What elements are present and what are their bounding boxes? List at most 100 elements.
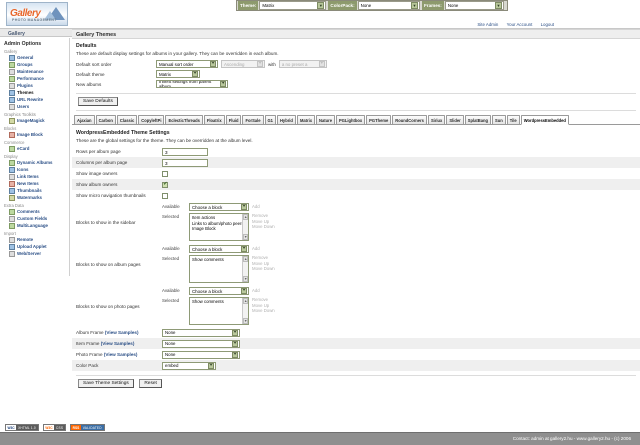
list-item[interactable]: Show comments [192, 257, 224, 262]
blocks-album-selected-list[interactable]: Show comments ▲ ▼ [189, 255, 249, 283]
sidebar-item-image-block[interactable]: Image Block [3, 131, 66, 138]
blocks-photo-add-link[interactable]: Add [252, 288, 260, 293]
sidebar-item-remote[interactable]: Remote [3, 236, 66, 243]
tab-carbon[interactable]: Carbon [95, 115, 116, 124]
theme-select[interactable]: Matrix ▼ [259, 1, 327, 10]
album-frame-view-samples-link[interactable]: (View Samples) [104, 330, 139, 335]
tab-wordpressembedded[interactable]: WordpressEmbedded [520, 115, 569, 125]
your-account-link[interactable]: Your Account [506, 22, 533, 27]
blocks-album-available-select[interactable]: Choose a block ▼ [189, 245, 249, 253]
photo-frame-view-samples-link[interactable]: (View Samples) [103, 352, 138, 357]
blocks-sidebar-add-link[interactable]: Add [252, 204, 260, 209]
remove-link[interactable]: Remove [252, 255, 269, 260]
scrollbar[interactable]: ▲ ▼ [242, 214, 248, 240]
show-micro-nav-checkbox[interactable] [162, 192, 168, 199]
move-down-link[interactable]: Move Down [252, 308, 275, 313]
remove-link[interactable]: Remove [252, 213, 269, 218]
scrollbar[interactable]: ▲ ▼ [242, 256, 248, 282]
colorpack-select[interactable]: None ▼ [357, 1, 420, 10]
sidebar-item-plugins[interactable]: Plugins [3, 82, 66, 89]
sidebar-item-comments[interactable]: Comments [3, 208, 66, 215]
save-defaults-button[interactable]: Save Defaults [78, 97, 118, 106]
sidebar-item-imagemagick[interactable]: ImageMagick [3, 117, 66, 124]
move-down-link[interactable]: Move Down [252, 224, 275, 229]
move-up-link[interactable]: Move Up [252, 260, 270, 266]
sidebar-item-groups[interactable]: Groups [3, 61, 66, 68]
scrollbar[interactable]: ▲ ▼ [242, 298, 248, 324]
tab-floatrix[interactable]: Floatrix [203, 115, 225, 124]
color-pack-select[interactable]: embed ▼ [162, 361, 216, 370]
photo-frame-select[interactable]: None ▼ [162, 350, 240, 359]
sidebar-item-themes[interactable]: Themes [3, 89, 66, 96]
sidebar-item-url-rewrite[interactable]: URL Rewrite [3, 96, 66, 103]
rows-per-album-input[interactable]: 3 [162, 147, 208, 156]
sidebar-item-thumbnails[interactable]: Thumbnails [3, 187, 66, 194]
reset-button[interactable]: Reset [139, 379, 162, 388]
sidebar-item-ecard[interactable]: eCard [3, 145, 66, 152]
tab-fluid[interactable]: Fluid [225, 115, 242, 124]
default-theme-select[interactable]: Matrix ▼ [156, 70, 200, 78]
new-albums-select[interactable]: Inherit settings from parent album ▼ [156, 80, 228, 88]
blocks-photo-available-select[interactable]: Choose a block ▼ [189, 287, 249, 295]
breadcrumb-item-gallery[interactable]: Gallery [8, 30, 25, 37]
sidebar-item-upload-applet[interactable]: Upload Applet [3, 243, 66, 250]
show-image-owners-checkbox[interactable] [162, 170, 168, 177]
tab-copyleftpi[interactable]: CopyleftPi [138, 115, 165, 124]
sort-direction-select[interactable]: Ascending ▼ [221, 60, 265, 68]
scroll-down-icon[interactable]: ▼ [243, 318, 248, 324]
sidebar-item-performance[interactable]: Performance [3, 75, 66, 82]
move-up-link[interactable]: Move Up [252, 302, 270, 308]
list-item[interactable]: Links to album/photo peers [192, 220, 244, 226]
tab-eclecticthreads[interactable]: EclecticThreads [165, 115, 203, 124]
validation-badge[interactable]: W3C CSS [42, 424, 67, 431]
blocks-album-add-link[interactable]: Add [252, 246, 260, 251]
tab-splatbang[interactable]: SplatBang [464, 115, 491, 124]
sidebar-item-multilanguage[interactable]: MultiLanguage [3, 222, 66, 229]
sidebar-item-custom-fields[interactable]: Custom Fields [3, 215, 66, 222]
move-up-link[interactable]: Move Up [252, 218, 270, 224]
list-item[interactable]: Image Block [192, 226, 216, 231]
tab-slider[interactable]: Slider [446, 115, 464, 124]
columns-per-album-input[interactable]: 3 [162, 158, 208, 167]
blocks-photo-selected-list[interactable]: Show comments ▲ ▼ [189, 297, 249, 325]
logout-link[interactable]: Logout [540, 22, 554, 27]
save-theme-settings-button[interactable]: Save Theme Settings [78, 379, 134, 388]
list-item[interactable]: Item actions [192, 215, 216, 220]
tab-ajaxian[interactable]: Ajaxian [74, 115, 95, 124]
sidebar-item-dynamic-albums[interactable]: Dynamic Albums [3, 159, 66, 166]
sidebar-item-new-items[interactable]: New Items [3, 180, 66, 187]
tab-hybrid[interactable]: Hybrid [276, 115, 296, 124]
tab-pglightbox[interactable]: PGLightbox [335, 115, 366, 124]
list-item[interactable]: Show comments [192, 299, 224, 304]
scroll-down-icon[interactable]: ▼ [243, 234, 248, 240]
move-down-link[interactable]: Move Down [252, 266, 275, 271]
scroll-up-icon[interactable]: ▲ [243, 298, 248, 304]
tab-sun[interactable]: Sun [491, 115, 506, 124]
sidebar-item-maintenance[interactable]: Maintenance [3, 68, 66, 75]
scroll-up-icon[interactable]: ▲ [243, 214, 248, 220]
blocks-sidebar-available-select[interactable]: Choose a block ▼ [189, 203, 249, 211]
scroll-up-icon[interactable]: ▲ [243, 256, 248, 262]
sidebar-item-users[interactable]: Users [3, 103, 66, 110]
sidebar-item-watermarks[interactable]: Watermarks [3, 194, 66, 201]
sidebar-item-general[interactable]: General [3, 54, 66, 61]
tab-nature[interactable]: Nature [316, 115, 335, 124]
tab-siriux[interactable]: Siriux [427, 115, 446, 124]
tab-classic[interactable]: Classic [116, 115, 138, 124]
item-frame-select[interactable]: None ▼ [162, 339, 240, 348]
gallery-logo[interactable]: Gallery PHOTO MANAGEMENT [6, 2, 68, 26]
tab-pgtheme[interactable]: PGTheme [366, 115, 392, 124]
frames-select[interactable]: None ▼ [444, 1, 504, 10]
default-sort-order-select[interactable]: Manual sort order ▼ [156, 60, 218, 68]
validation-badge[interactable]: W3C XHTML 1.0 [5, 424, 39, 431]
sidebar-item-link-items[interactable]: Link Items [3, 173, 66, 180]
blocks-sidebar-selected-list[interactable]: Item actions Links to album/photo peers Im… [189, 213, 249, 241]
sort-preset-select[interactable]: a no preset a ▼ [278, 60, 327, 68]
scroll-down-icon[interactable]: ▼ [243, 276, 248, 282]
tab-roundcorners[interactable]: RoundCorners [392, 115, 427, 124]
tab-tile[interactable]: Tile [506, 115, 520, 124]
tab-g1[interactable]: G1 [264, 115, 276, 124]
album-frame-select[interactable]: None ▼ [162, 328, 240, 337]
sidebar-item-web-server[interactable]: Web/Server [3, 250, 66, 257]
tab-forsale[interactable]: ForSale [242, 115, 264, 124]
